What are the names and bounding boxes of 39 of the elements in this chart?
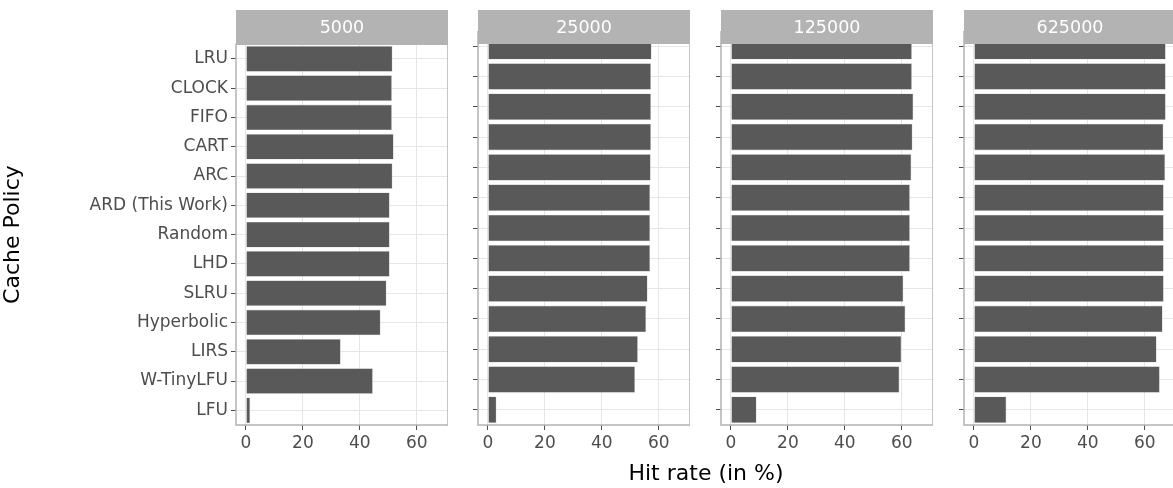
- panel-header: 25000: [478, 10, 690, 44]
- y-tick-label: LHD: [192, 252, 228, 273]
- y-tick-label: Random: [157, 223, 228, 244]
- x-tick-label: 40: [1076, 431, 1099, 452]
- y-tick-label: Hyperbolic: [136, 310, 228, 331]
- y-tick-label: LIRS: [190, 340, 228, 361]
- y-tick-label: LFU: [196, 398, 228, 419]
- x-tick-label: 40: [348, 431, 371, 452]
- y-tick-label: SLRU: [183, 281, 228, 302]
- y-tick-label: ARD (This Work): [89, 193, 228, 214]
- x-tick-label: 40: [833, 431, 856, 452]
- x-tick-label: 60: [890, 431, 913, 452]
- x-tick-label: 20: [534, 431, 556, 452]
- x-tick-label: 60: [405, 431, 428, 452]
- x-tick-label: 60: [647, 431, 670, 452]
- chart-title: 125000: [793, 17, 861, 37]
- x-axis-title: Hit rate (in %): [627, 460, 785, 485]
- y-tick-label: FIFO: [190, 105, 228, 126]
- chart-title: 625000: [1036, 17, 1104, 37]
- x-tick-label: 0: [482, 431, 494, 452]
- x-tick-label: 0: [240, 431, 252, 452]
- y-tick-label: LRU: [194, 47, 228, 68]
- x-tick-label: 0: [968, 431, 980, 452]
- x-tick-label: 0: [725, 431, 737, 452]
- x-tick-label: 40: [590, 431, 613, 452]
- x-tick-label: 60: [1133, 431, 1156, 452]
- panel-header: 625000: [964, 10, 1173, 44]
- y-tick-label: ARC: [193, 164, 228, 185]
- y-tick-label: CART: [183, 135, 229, 156]
- x-tick-label: 20: [292, 431, 314, 452]
- y-axis-title: Cache Policy: [0, 165, 24, 304]
- y-tick-label: CLOCK: [170, 76, 229, 97]
- chart-title: 25000: [556, 17, 612, 37]
- panel-header: 5000: [236, 10, 448, 44]
- chart-title: 5000: [319, 17, 365, 37]
- x-tick-label: 20: [1020, 431, 1042, 452]
- x-tick-label: 20: [777, 431, 799, 452]
- y-tick-label: W-TinyLFU: [140, 369, 228, 390]
- panel-header: 125000: [721, 10, 933, 44]
